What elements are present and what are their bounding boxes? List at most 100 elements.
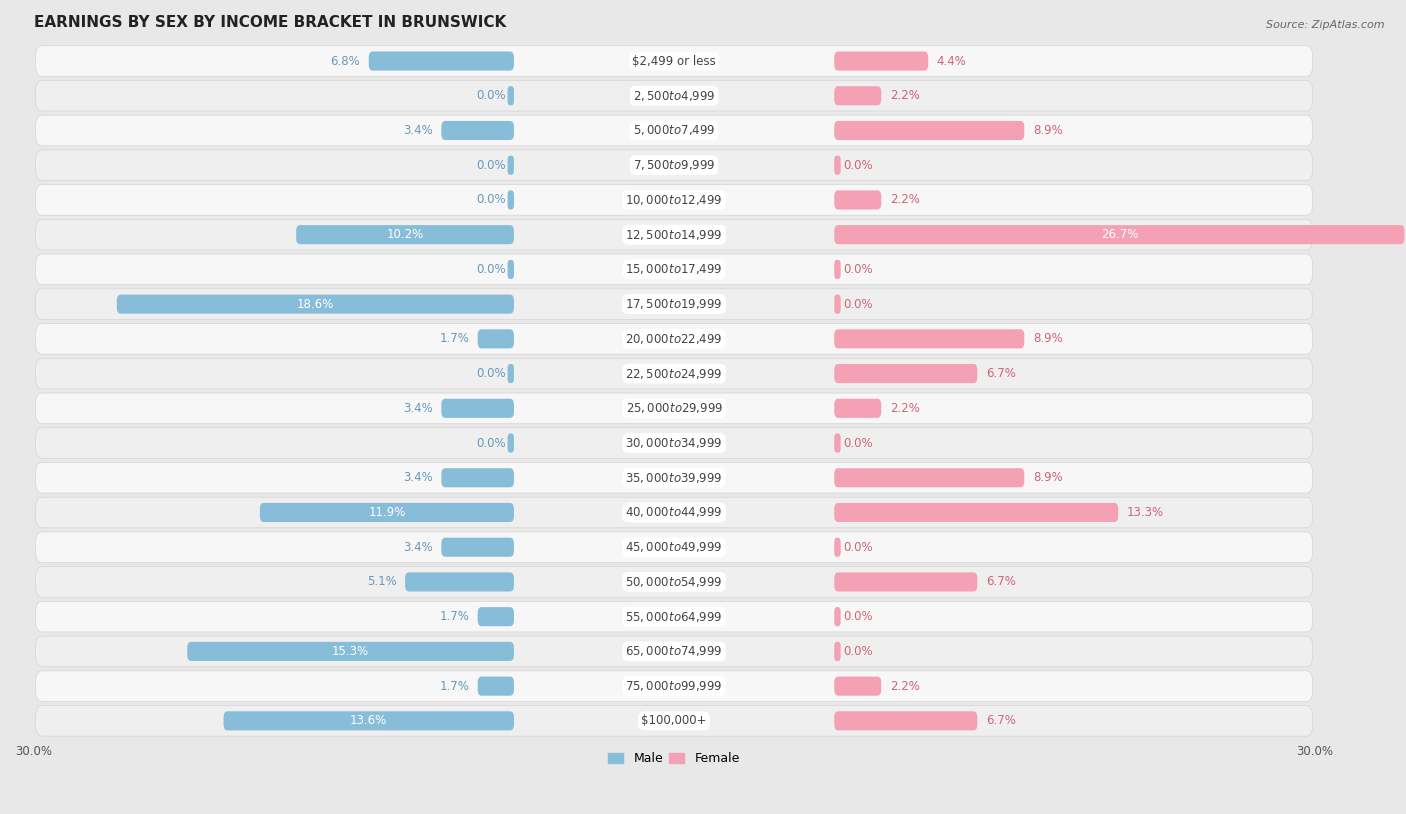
Text: $12,500 to $14,999: $12,500 to $14,999: [626, 228, 723, 242]
Text: 1.7%: 1.7%: [439, 610, 470, 624]
FancyBboxPatch shape: [35, 602, 1313, 632]
FancyBboxPatch shape: [508, 364, 515, 383]
FancyBboxPatch shape: [187, 642, 515, 661]
FancyBboxPatch shape: [834, 225, 1405, 244]
Text: $2,500 to $4,999: $2,500 to $4,999: [633, 89, 716, 103]
FancyBboxPatch shape: [834, 364, 977, 383]
Text: 0.0%: 0.0%: [475, 367, 505, 380]
Text: 0.0%: 0.0%: [842, 610, 873, 624]
FancyBboxPatch shape: [834, 86, 882, 105]
FancyBboxPatch shape: [441, 538, 515, 557]
FancyBboxPatch shape: [35, 393, 1313, 423]
Text: 5.1%: 5.1%: [367, 575, 396, 589]
Text: 2.2%: 2.2%: [890, 402, 920, 415]
FancyBboxPatch shape: [405, 572, 515, 592]
FancyBboxPatch shape: [35, 81, 1313, 111]
FancyBboxPatch shape: [441, 399, 515, 418]
FancyBboxPatch shape: [478, 676, 515, 696]
FancyBboxPatch shape: [35, 358, 1313, 389]
FancyBboxPatch shape: [35, 289, 1313, 319]
Text: $100,000+: $100,000+: [641, 715, 707, 728]
FancyBboxPatch shape: [834, 607, 841, 626]
Text: 10.2%: 10.2%: [387, 228, 423, 241]
FancyBboxPatch shape: [834, 295, 841, 313]
FancyBboxPatch shape: [35, 324, 1313, 354]
Text: $30,000 to $34,999: $30,000 to $34,999: [626, 436, 723, 450]
Text: $15,000 to $17,499: $15,000 to $17,499: [626, 262, 723, 277]
Text: 15.3%: 15.3%: [332, 645, 370, 658]
Text: 4.4%: 4.4%: [936, 55, 967, 68]
Text: $7,500 to $9,999: $7,500 to $9,999: [633, 158, 716, 173]
Text: 0.0%: 0.0%: [475, 263, 505, 276]
Text: 0.0%: 0.0%: [842, 263, 873, 276]
Text: $10,000 to $12,499: $10,000 to $12,499: [626, 193, 723, 207]
FancyBboxPatch shape: [35, 462, 1313, 493]
FancyBboxPatch shape: [508, 260, 515, 279]
FancyBboxPatch shape: [508, 434, 515, 453]
FancyBboxPatch shape: [224, 711, 515, 730]
Text: $65,000 to $74,999: $65,000 to $74,999: [626, 645, 723, 659]
FancyBboxPatch shape: [117, 295, 515, 313]
Text: 3.4%: 3.4%: [404, 402, 433, 415]
Text: 6.7%: 6.7%: [986, 575, 1015, 589]
Text: 1.7%: 1.7%: [439, 332, 470, 345]
Text: 8.9%: 8.9%: [1033, 332, 1063, 345]
FancyBboxPatch shape: [834, 51, 928, 71]
FancyBboxPatch shape: [478, 607, 515, 626]
FancyBboxPatch shape: [297, 225, 515, 244]
Text: 0.0%: 0.0%: [475, 436, 505, 449]
Text: 6.7%: 6.7%: [986, 367, 1015, 380]
Text: $45,000 to $49,999: $45,000 to $49,999: [626, 540, 723, 554]
FancyBboxPatch shape: [35, 532, 1313, 562]
FancyBboxPatch shape: [834, 538, 841, 557]
FancyBboxPatch shape: [834, 642, 841, 661]
Text: $5,000 to $7,499: $5,000 to $7,499: [633, 124, 716, 138]
Text: $75,000 to $99,999: $75,000 to $99,999: [626, 679, 723, 694]
Text: 0.0%: 0.0%: [842, 436, 873, 449]
FancyBboxPatch shape: [35, 567, 1313, 597]
Text: 13.3%: 13.3%: [1126, 506, 1164, 519]
FancyBboxPatch shape: [441, 121, 515, 140]
Text: 0.0%: 0.0%: [475, 90, 505, 103]
FancyBboxPatch shape: [834, 399, 882, 418]
Text: 13.6%: 13.6%: [350, 715, 388, 728]
Text: 8.9%: 8.9%: [1033, 471, 1063, 484]
Text: $25,000 to $29,999: $25,000 to $29,999: [626, 401, 723, 415]
Text: 1.7%: 1.7%: [439, 680, 470, 693]
Text: $50,000 to $54,999: $50,000 to $54,999: [626, 575, 723, 589]
Text: 3.4%: 3.4%: [404, 471, 433, 484]
FancyBboxPatch shape: [35, 671, 1313, 702]
Text: $22,500 to $24,999: $22,500 to $24,999: [626, 366, 723, 381]
Text: 18.6%: 18.6%: [297, 298, 335, 311]
FancyBboxPatch shape: [35, 220, 1313, 250]
Text: 11.9%: 11.9%: [368, 506, 405, 519]
FancyBboxPatch shape: [35, 254, 1313, 285]
FancyBboxPatch shape: [834, 676, 882, 696]
Text: $2,499 or less: $2,499 or less: [633, 55, 716, 68]
FancyBboxPatch shape: [368, 51, 515, 71]
FancyBboxPatch shape: [834, 572, 977, 592]
Text: 2.2%: 2.2%: [890, 90, 920, 103]
FancyBboxPatch shape: [35, 150, 1313, 181]
Text: $35,000 to $39,999: $35,000 to $39,999: [626, 470, 723, 485]
Text: 0.0%: 0.0%: [475, 194, 505, 207]
FancyBboxPatch shape: [834, 434, 841, 453]
FancyBboxPatch shape: [508, 190, 515, 209]
Text: $17,500 to $19,999: $17,500 to $19,999: [626, 297, 723, 311]
FancyBboxPatch shape: [834, 260, 841, 279]
FancyBboxPatch shape: [478, 330, 515, 348]
FancyBboxPatch shape: [834, 121, 1025, 140]
FancyBboxPatch shape: [834, 468, 1025, 488]
Text: 3.4%: 3.4%: [404, 540, 433, 554]
Text: $40,000 to $44,999: $40,000 to $44,999: [626, 505, 723, 519]
FancyBboxPatch shape: [35, 116, 1313, 146]
Legend: Male, Female: Male, Female: [603, 747, 745, 770]
Text: $55,000 to $64,999: $55,000 to $64,999: [626, 610, 723, 624]
Text: 6.8%: 6.8%: [330, 55, 360, 68]
Text: 2.2%: 2.2%: [890, 680, 920, 693]
FancyBboxPatch shape: [834, 190, 882, 209]
Text: 0.0%: 0.0%: [475, 159, 505, 172]
Text: 2.2%: 2.2%: [890, 194, 920, 207]
Text: Source: ZipAtlas.com: Source: ZipAtlas.com: [1267, 20, 1385, 30]
Text: 8.9%: 8.9%: [1033, 124, 1063, 137]
